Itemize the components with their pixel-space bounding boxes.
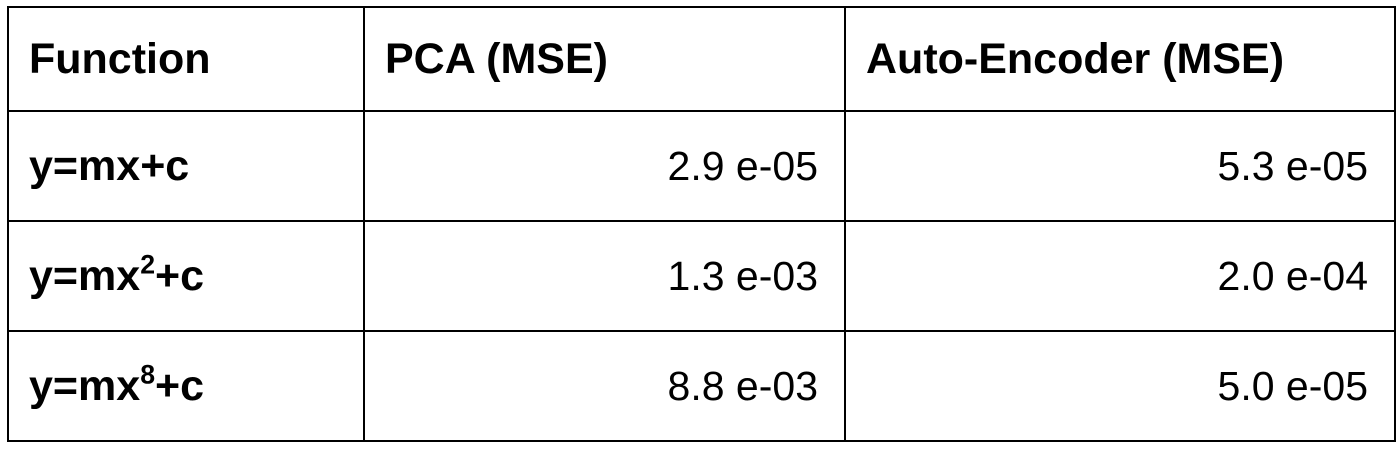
function-base: y=mx	[29, 141, 141, 190]
table-row: y=mx+c 2.9 e-05 5.3 e-05	[7, 110, 1396, 222]
function-exponent: 8	[140, 358, 156, 389]
pca-mse-cell: 2.9 e-05	[363, 110, 846, 222]
autoencoder-mse-cell: 5.0 e-05	[844, 330, 1396, 442]
table-row: y=mx2+c 1.3 e-03 2.0 e-04	[7, 220, 1396, 332]
header-function: Function	[7, 6, 365, 112]
autoencoder-mse-cell: 2.0 e-04	[844, 220, 1396, 332]
function-tail: +c	[155, 251, 205, 300]
function-cell: y=mx2+c	[7, 220, 365, 332]
function-tail: +c	[155, 361, 205, 410]
table-row: y=mx8+c 8.8 e-03 5.0 e-05	[7, 330, 1396, 442]
pca-mse-cell: 1.3 e-03	[363, 220, 846, 332]
function-exponent: 2	[140, 248, 156, 279]
function-cell: y=mx+c	[7, 110, 365, 222]
function-tail: +c	[140, 141, 190, 190]
header-pca-mse: PCA (MSE)	[363, 6, 846, 112]
mse-comparison-table-container: Function PCA (MSE) Auto-Encoder (MSE) y=…	[7, 6, 1396, 442]
function-base: y=mx	[29, 361, 141, 410]
autoencoder-mse-cell: 5.3 e-05	[844, 110, 1396, 222]
function-base: y=mx	[29, 251, 141, 300]
table-header-row: Function PCA (MSE) Auto-Encoder (MSE)	[7, 6, 1396, 112]
mse-comparison-table: Function PCA (MSE) Auto-Encoder (MSE) y=…	[7, 6, 1396, 442]
function-cell: y=mx8+c	[7, 330, 365, 442]
pca-mse-cell: 8.8 e-03	[363, 330, 846, 442]
header-autoencoder-mse: Auto-Encoder (MSE)	[844, 6, 1396, 112]
